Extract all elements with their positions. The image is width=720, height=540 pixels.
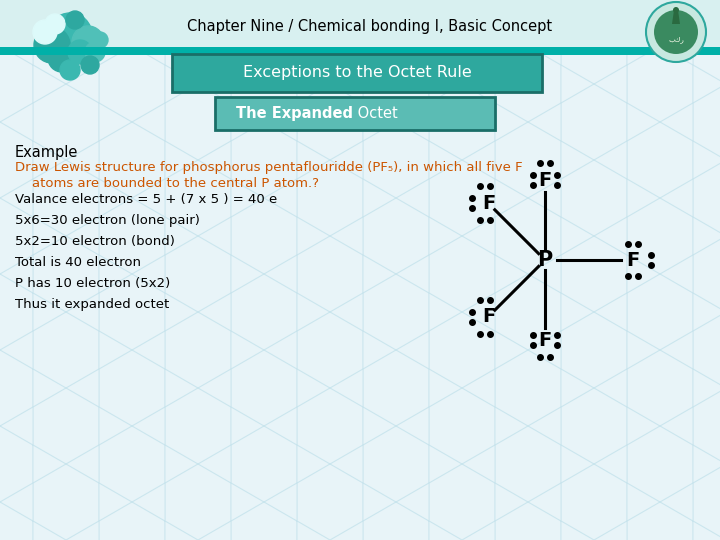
Text: F: F <box>626 251 639 269</box>
Text: F: F <box>482 307 495 326</box>
Circle shape <box>66 11 84 29</box>
Circle shape <box>85 42 105 62</box>
Text: Exceptions to the Octet Rule: Exceptions to the Octet Rule <box>243 65 472 80</box>
Circle shape <box>48 13 92 57</box>
Circle shape <box>68 40 92 64</box>
Text: 5x6=30 electron (lone pair): 5x6=30 electron (lone pair) <box>15 214 200 227</box>
Polygon shape <box>672 10 680 24</box>
Text: Total is 40 electron: Total is 40 electron <box>15 256 141 269</box>
Bar <box>0 47 720 55</box>
Text: Thus it expanded octet: Thus it expanded octet <box>15 298 169 311</box>
Text: Valance electrons = 5 + (7 x 5 ) = 40 e: Valance electrons = 5 + (7 x 5 ) = 40 e <box>15 193 277 206</box>
Text: Example: Example <box>15 145 78 160</box>
Circle shape <box>654 10 698 54</box>
Circle shape <box>48 44 76 72</box>
Text: 5x2=10 electron (bond): 5x2=10 electron (bond) <box>15 235 175 248</box>
Circle shape <box>60 60 80 80</box>
Text: بكر: بكر <box>668 37 684 43</box>
Circle shape <box>646 2 706 62</box>
Bar <box>0 0 720 50</box>
Circle shape <box>33 20 57 44</box>
Text: P: P <box>537 250 553 270</box>
Text: F: F <box>539 171 552 190</box>
Circle shape <box>34 27 70 63</box>
Circle shape <box>72 26 104 58</box>
Bar <box>172 54 542 92</box>
Text: Chapter Nine / Chemical bonding I, Basic Concept: Chapter Nine / Chemical bonding I, Basic… <box>187 18 552 33</box>
Circle shape <box>673 7 679 13</box>
Circle shape <box>45 14 65 34</box>
Text: Draw Lewis structure for phosphorus pentaflouridde (PF₅), in which all five F: Draw Lewis structure for phosphorus pent… <box>15 161 523 174</box>
Bar <box>215 97 495 130</box>
Text: Octet: Octet <box>353 106 397 121</box>
Text: The Expanded: The Expanded <box>236 106 353 121</box>
Circle shape <box>92 32 108 48</box>
Text: P has 10 electron (5x2): P has 10 electron (5x2) <box>15 277 170 290</box>
Circle shape <box>81 56 99 74</box>
Text: F: F <box>539 330 552 349</box>
Text: atoms are bounded to the central P atom.?: atoms are bounded to the central P atom.… <box>15 177 319 190</box>
Text: F: F <box>482 194 495 213</box>
